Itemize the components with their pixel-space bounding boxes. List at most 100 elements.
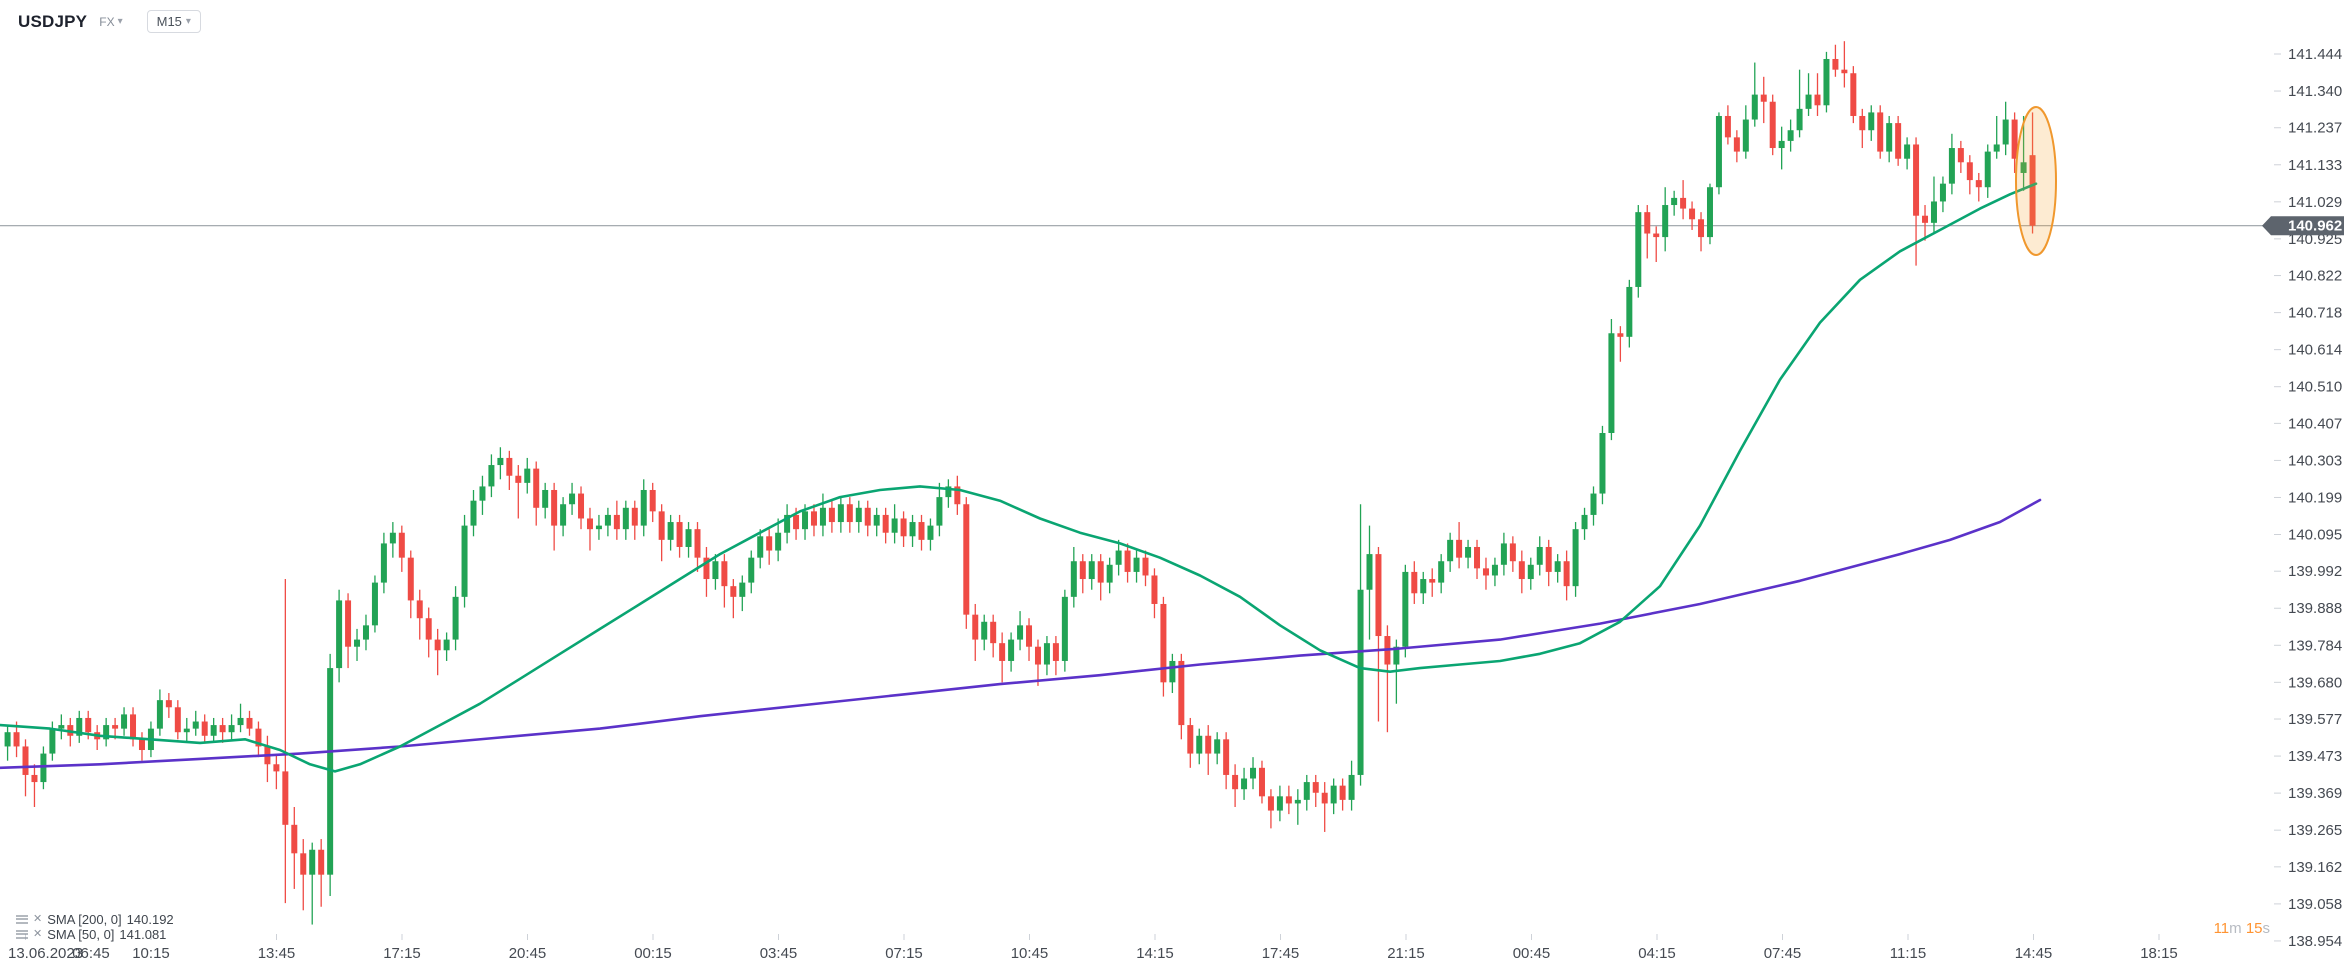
candle bbox=[533, 461, 540, 526]
candle bbox=[1366, 525, 1373, 640]
candle bbox=[1241, 767, 1248, 800]
candle bbox=[1975, 172, 1982, 202]
candle bbox=[130, 707, 137, 747]
timer-minutes: 11 bbox=[2213, 920, 2230, 937]
price-axis-label: 139.473 bbox=[2288, 748, 2342, 765]
time-axis-label: 10:15 bbox=[132, 945, 170, 962]
price-axis-label: 141.444 bbox=[2288, 46, 2342, 63]
candle bbox=[371, 575, 378, 633]
candle bbox=[819, 493, 826, 537]
candle bbox=[1482, 557, 1489, 590]
candle bbox=[1491, 557, 1498, 587]
candle bbox=[945, 479, 952, 508]
candle bbox=[864, 500, 871, 537]
time-axis-label: 21:15 bbox=[1387, 945, 1425, 962]
candle bbox=[613, 500, 620, 540]
candle bbox=[595, 514, 602, 540]
price-axis-label: 141.029 bbox=[2288, 194, 2342, 211]
candle bbox=[1008, 632, 1015, 672]
candle bbox=[1706, 183, 1713, 245]
indicator-remove-icon[interactable]: ✕ bbox=[33, 927, 43, 940]
candle bbox=[380, 532, 387, 594]
candle bbox=[1805, 73, 1812, 116]
time-axis-date-label: 13.06.2023 bbox=[8, 945, 83, 962]
candle bbox=[1429, 568, 1436, 597]
candle bbox=[1061, 589, 1068, 672]
candle bbox=[873, 507, 880, 537]
candle bbox=[1205, 725, 1212, 775]
candle bbox=[1518, 550, 1525, 594]
candle bbox=[1760, 76, 1767, 124]
candle bbox=[658, 504, 665, 562]
market-label: FX bbox=[99, 14, 115, 29]
candle bbox=[1948, 133, 1955, 195]
candle bbox=[1285, 785, 1292, 815]
candle bbox=[354, 628, 361, 661]
candle bbox=[425, 607, 432, 658]
indicator-remove-icon[interactable]: ✕ bbox=[33, 912, 43, 925]
candle bbox=[604, 507, 611, 537]
candle bbox=[1312, 774, 1319, 808]
candle bbox=[1742, 105, 1749, 159]
candle bbox=[2020, 115, 2027, 191]
indicator-legend: ✕ SMA [200, 0] 140.192 ✕ SMA [50, 0] 141… bbox=[16, 912, 174, 942]
candle bbox=[1509, 536, 1516, 572]
candle bbox=[1303, 774, 1310, 811]
indicator-value: 140.192 bbox=[126, 911, 174, 927]
price-axis-label: 140.718 bbox=[2288, 305, 2342, 322]
indicator-settings-icon[interactable] bbox=[16, 914, 28, 924]
time-axis-label: 07:15 bbox=[885, 945, 923, 962]
price-axis[interactable]: 141.444 141.340 141.237 141.133 141.029 140.9… bbox=[2274, 46, 2342, 950]
candle bbox=[1563, 550, 1570, 601]
candle bbox=[174, 700, 181, 740]
candle bbox=[497, 447, 504, 480]
candle bbox=[1724, 105, 1731, 145]
candle bbox=[963, 497, 970, 629]
time-axis-label: 17:15 bbox=[383, 945, 421, 962]
candle bbox=[694, 522, 701, 572]
candle bbox=[855, 500, 862, 533]
candle bbox=[336, 589, 343, 683]
candle bbox=[1554, 554, 1561, 583]
candle bbox=[1922, 205, 1929, 241]
price-axis-label: 139.680 bbox=[2288, 674, 2342, 691]
price-axis-label: 140.303 bbox=[2288, 452, 2342, 469]
candle bbox=[1823, 51, 1830, 113]
market-type[interactable]: FX ▾ bbox=[99, 15, 122, 29]
candle bbox=[1814, 73, 1821, 116]
candle bbox=[1070, 546, 1077, 608]
candle bbox=[1026, 618, 1033, 661]
candle bbox=[1680, 180, 1687, 220]
price-axis-label: 139.058 bbox=[2288, 896, 2342, 913]
time-axis-label: 00:15 bbox=[634, 945, 672, 962]
candle bbox=[1671, 190, 1678, 216]
candle bbox=[766, 529, 773, 565]
legend-row-sma50[interactable]: ✕ SMA [50, 0] 141.081 bbox=[16, 927, 174, 942]
candle bbox=[1339, 778, 1346, 811]
candle bbox=[1052, 636, 1059, 676]
candle bbox=[586, 507, 593, 551]
chevron-down-icon: ▾ bbox=[185, 15, 191, 27]
candle bbox=[900, 511, 907, 547]
candle bbox=[470, 489, 477, 537]
candle bbox=[1258, 760, 1265, 804]
candle bbox=[1321, 782, 1328, 832]
legend-row-sma200[interactable]: ✕ SMA [200, 0] 140.192 bbox=[16, 911, 174, 927]
candle bbox=[327, 653, 334, 897]
symbol-name[interactable]: USDJPY bbox=[18, 11, 88, 31]
candle bbox=[1223, 732, 1230, 790]
price-axis-label: 139.265 bbox=[2288, 822, 2342, 839]
candle bbox=[784, 504, 791, 544]
timeframe-button[interactable]: M15 ▾ bbox=[146, 10, 201, 33]
candle bbox=[183, 717, 190, 743]
candle bbox=[255, 721, 262, 758]
candle bbox=[309, 842, 316, 925]
chart-header: USDJPY FX ▾ M15 ▾ bbox=[18, 10, 201, 33]
candle bbox=[1913, 137, 1920, 266]
time-axis-label: 10:45 bbox=[1011, 945, 1049, 962]
indicator-settings-icon[interactable] bbox=[16, 929, 28, 939]
time-axis-label: 14:45 bbox=[2015, 945, 2053, 962]
